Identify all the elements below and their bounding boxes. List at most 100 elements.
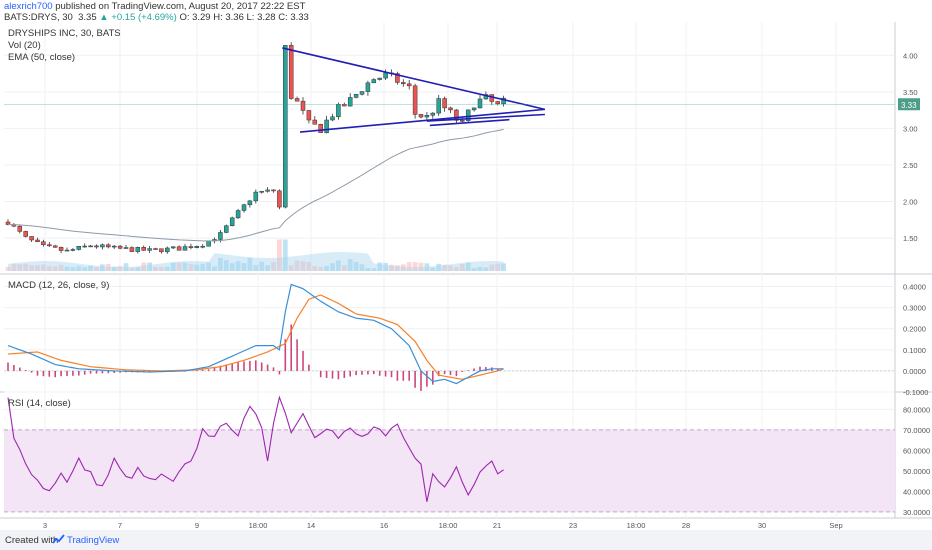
candle-body [271, 189, 276, 192]
volume-bar [58, 264, 64, 271]
candle-body [383, 72, 388, 79]
volume-bar [17, 264, 23, 271]
volume-bar [465, 262, 471, 271]
volume-bar [182, 262, 188, 271]
volume-bar [294, 260, 300, 271]
candle-body [259, 191, 264, 193]
candle-body [336, 104, 341, 118]
candle-body [359, 91, 365, 95]
candle-body [206, 240, 211, 247]
volume-bar [64, 266, 70, 271]
candle-body [300, 100, 306, 111]
candle-body [41, 241, 46, 245]
candle-body [430, 112, 436, 116]
last-price-tag [898, 98, 920, 111]
trendline [299, 108, 545, 133]
volume-bar [105, 263, 111, 271]
candle-body [448, 107, 453, 111]
volume-bar [424, 263, 430, 271]
author-link[interactable]: alexrich700 [4, 1, 53, 12]
candle-body [100, 244, 105, 248]
candle-body [235, 210, 241, 219]
candle-body [288, 45, 294, 99]
volume-bar [229, 263, 235, 271]
trendline [426, 113, 545, 122]
candle-body [347, 97, 353, 107]
price-tick-label: 3.50 [903, 88, 918, 97]
macd-tick-label: 0.4000 [903, 283, 926, 292]
rsi-tick-label: 40.0000 [903, 487, 930, 496]
volume-bar [341, 265, 347, 271]
candle-body [365, 82, 371, 92]
macd-tick-label: 0.2000 [903, 325, 926, 334]
candle-body [147, 248, 152, 251]
chart-area[interactable]: 4.00 3.50 3.00 2.50 2.00 1.50 0.4000 0.3000 0.20… [0, 22, 932, 530]
candle-body [265, 189, 270, 192]
volume-bar [300, 261, 306, 271]
volume-bar [259, 261, 265, 271]
candle-body [200, 245, 205, 248]
volume-bar [141, 262, 147, 271]
time-tick-label: 21 [493, 521, 501, 530]
volume-bar [41, 264, 46, 271]
candle-body [395, 73, 400, 83]
volume-bar [117, 265, 123, 271]
candle-body [58, 247, 64, 251]
last-price-label: 3.33 [901, 101, 917, 110]
volume-bar [383, 262, 388, 271]
time-tick-label: 18:00 [439, 521, 458, 530]
candle-body [436, 98, 441, 114]
volume-bar [129, 267, 135, 271]
price-axes[interactable]: 4.00 3.50 3.00 2.50 2.00 1.50 0.4000 0.3000 0.20… [4, 51, 930, 517]
volume-bar [200, 263, 206, 271]
volume-bar [412, 262, 418, 271]
volume-bar [29, 265, 34, 271]
volume-bar [88, 265, 93, 271]
quote-line: BATS:DRYS, 30 3.35 ▲ +0.15 (+4.69%) O: 3… [4, 12, 309, 23]
volume-bar [212, 266, 217, 271]
candle-body [165, 247, 170, 253]
volume-bar [288, 265, 294, 271]
volume-bar [359, 264, 365, 271]
candle-body [253, 191, 259, 202]
macd-tick-label: 0.0000 [903, 367, 926, 376]
candle-body [495, 101, 500, 105]
volume-bar [206, 262, 211, 271]
volume-bar [135, 267, 141, 271]
volume-bar [100, 264, 105, 271]
price-tick-label: 2.50 [903, 161, 918, 170]
tradingview-brand-link[interactable]: TradingView [67, 535, 120, 546]
volume-bar [306, 261, 312, 271]
time-axis[interactable]: 3 7 9 18:00 14 16 18:00 21 23 18:00 28 30 Sep [43, 521, 843, 530]
candle-body [418, 114, 424, 118]
candle-body [465, 109, 471, 121]
candle-body [194, 245, 200, 248]
volume-bar [147, 262, 152, 271]
candle-body [241, 204, 247, 211]
volume-bar [5, 266, 11, 271]
volume-bar [347, 259, 353, 271]
volume-bar [436, 263, 442, 271]
publish-line: alexrich700 published on TradingView.com… [4, 1, 305, 12]
rsi-band [4, 429, 895, 513]
volume-bar [406, 262, 412, 271]
candle-body [412, 85, 418, 115]
candle-body [377, 77, 382, 80]
volume-bar [235, 261, 241, 271]
volume-bar [253, 265, 259, 271]
last-price: 3.35 [78, 12, 97, 23]
volume-bar [448, 265, 453, 271]
created-with-label: Created with [5, 535, 59, 546]
price-tick-label: 1.50 [903, 234, 918, 243]
tradingview-logo-icon [52, 534, 65, 544]
candle-body [23, 231, 28, 237]
volume-bar [277, 239, 282, 271]
volume-bar [218, 257, 223, 271]
candle-body [454, 109, 459, 121]
volume-bar [82, 267, 88, 271]
volume-bar [377, 262, 383, 271]
price-change: +0.15 (+4.69%) [111, 12, 177, 23]
rsi-tick-label: 30.0000 [903, 508, 930, 517]
volume-bar [23, 263, 29, 271]
candle-body [324, 119, 329, 133]
